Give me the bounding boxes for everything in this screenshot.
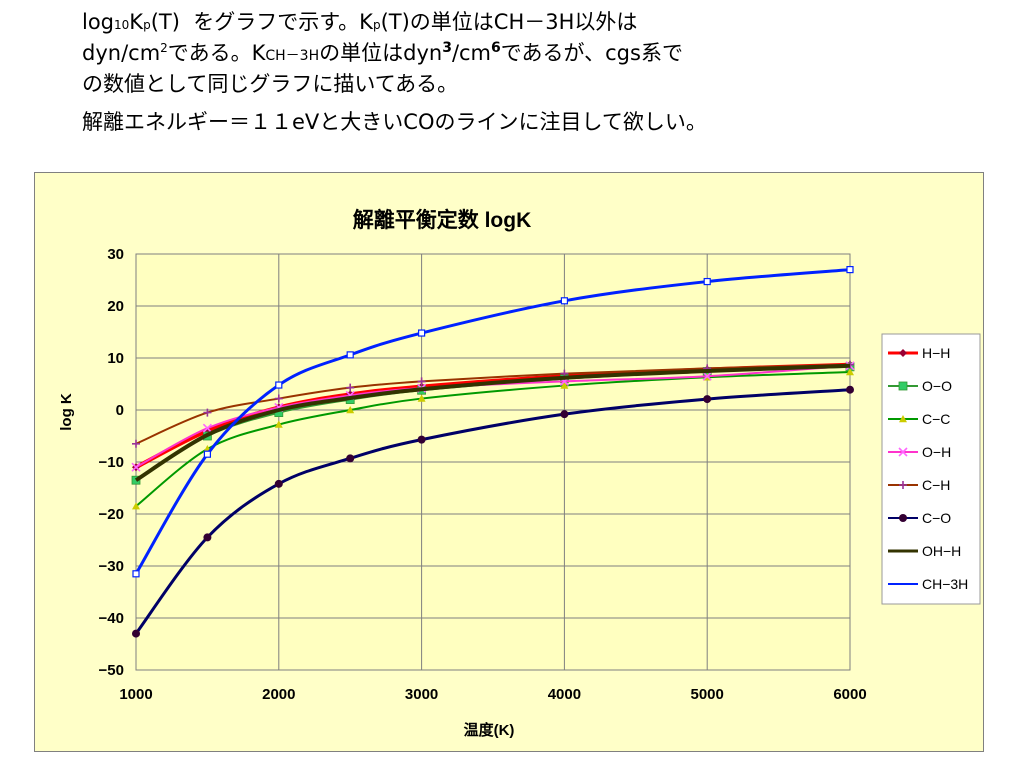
y-tick-label: −30 [99,558,124,575]
data-point-c-c [560,381,569,389]
data-point-ch-3h [203,450,211,458]
legend-marker-c-o [899,514,907,522]
y-tick-label: 10 [107,350,124,367]
data-point-c-o [274,479,283,488]
dissociation-chart: 30 20 10 0 −10 −20 −30 −40 −50 1000 2000 3000 4000 50… [34,172,984,752]
y-tick-label: 30 [107,246,124,263]
series-line-oh-h [134,363,851,482]
data-point-ch-3h [132,570,140,578]
grid-lines [135,253,851,671]
data-point-c-c [274,420,283,428]
x-tick-label: 3000 [405,686,438,703]
legend-marker-c-c [899,415,907,423]
legend-item-c-c: C−C [888,411,950,427]
data-point-c-c [846,368,854,376]
data-point-c-h [346,383,355,392]
legend-item-c-h: C−H [888,477,950,493]
intro-line-2: dyn/cm2である。KCH－3Hの単位はdyn3/cm6であるが、cgs系で [82,40,683,65]
series-layer [131,265,855,638]
legend-label-c-h: C−H [922,477,950,493]
data-point-c-o [560,410,569,419]
y-tick-label: −50 [99,662,124,679]
legend-label-h-h: H−H [922,345,950,361]
legend-item-oh-h: OH−H [888,543,961,559]
intro-line-4: 解離エネルギー＝１１eVと大きいCOのラインに注目して欲しい。 [82,110,707,134]
data-point-c-c [346,406,355,414]
data-point-ch-3h [560,297,569,305]
legend-label-o-o: O−O [922,378,952,394]
x-axis-label: 温度(K) [464,721,515,739]
data-point-c-h [274,394,283,403]
data-point-c-h [417,377,426,386]
legend-marker-h-h [899,349,907,357]
legend-marker-c-h [899,481,907,489]
legend-item-ch-3h: CH−3H [888,576,968,592]
x-tick-label: 2000 [262,686,295,703]
data-point-c-o [346,454,355,463]
series-line-ch-3h [134,268,851,575]
legend-marker-o-h [898,447,908,457]
x-tick-label: 1000 [119,686,152,703]
data-point-c-h [203,408,212,417]
data-point-c-h [132,439,140,448]
legend-item-c-o: C−O [888,510,951,526]
series-ch-3h [132,265,854,578]
data-point-o-h [202,423,212,433]
series-c-h [132,360,854,448]
legend-label-c-o: C−O [922,510,951,526]
data-point-c-o [132,629,140,638]
y-tick-label: 0 [116,402,124,419]
y-tick-label: −40 [99,610,124,627]
x-tick-label: 5000 [691,686,724,703]
x-tick-label: 6000 [833,686,866,703]
data-point-c-o [703,395,712,404]
legend-marker-o-o [898,381,908,391]
chart-panel: 30 20 10 0 −10 −20 −30 −40 −50 1000 2000 3000 4000 50… [34,172,984,752]
tick-labels: 30 20 10 0 −10 −20 −30 −40 −50 1000 2000 3000 4000 50… [99,246,867,703]
y-tick-label: −20 [99,506,124,523]
series-oh-h [134,363,851,482]
data-point-ch-3h [703,277,711,286]
data-point-ch-3h [346,351,354,359]
legend-item-o-o: O−O [888,378,952,394]
legend-label-c-c: C−C [922,411,950,427]
series-c-o [132,385,854,638]
legend-item-o-h: O−H [888,444,951,460]
y-tick-label: −10 [99,454,124,471]
intro-line-3: の数値として同じグラフに描いてある。 [82,72,459,96]
legend-label-o-h: O−H [922,444,951,460]
legend: H−H O−O C−C O−H C−H C−O OH−H CH−3H [881,333,981,605]
x-tick-label: 4000 [548,686,581,703]
data-point-ch-3h [418,329,426,337]
data-point-c-c [417,394,426,402]
y-axis-label: log K [58,393,75,431]
chart-title: 解離平衡定数 logK [353,208,532,232]
legend-box [881,333,981,605]
data-point-c-o [846,385,854,394]
data-point-c-o [417,435,426,444]
y-tick-label: 20 [107,298,124,315]
legend-item-h-h: H−H [888,345,950,361]
data-point-c-o [203,533,212,542]
data-point-o-h [131,462,141,472]
data-point-ch-3h [275,381,283,389]
data-point-ch-3h [846,265,854,274]
intro-text: log10Kp(T) をグラフで示す。Kp(T)の単位はCH－3H以外は dyn… [82,8,982,136]
data-point-c-c [132,502,140,510]
intro-line-1: log10Kp(T) をグラフで示す。Kp(T)の単位はCH－3H以外は [82,10,638,34]
data-point-o-h [702,371,712,381]
legend-label-oh-h: OH−H [922,543,961,559]
legend-label-ch-3h: CH−3H [922,576,968,592]
